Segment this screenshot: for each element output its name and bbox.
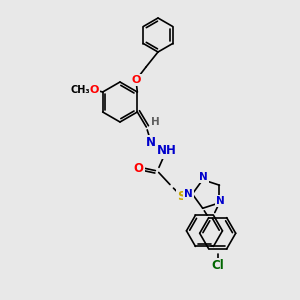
Text: O: O [131,75,141,85]
Text: N: N [216,196,225,206]
Text: Cl: Cl [211,259,224,272]
Text: N: N [146,136,156,149]
Text: NH: NH [156,145,176,158]
Text: S: S [177,190,186,202]
Text: CH₃: CH₃ [71,85,91,95]
Text: O: O [133,161,143,175]
Text: H: H [151,117,160,127]
Text: N: N [184,189,193,199]
Text: N: N [199,172,208,182]
Text: O: O [90,85,99,95]
